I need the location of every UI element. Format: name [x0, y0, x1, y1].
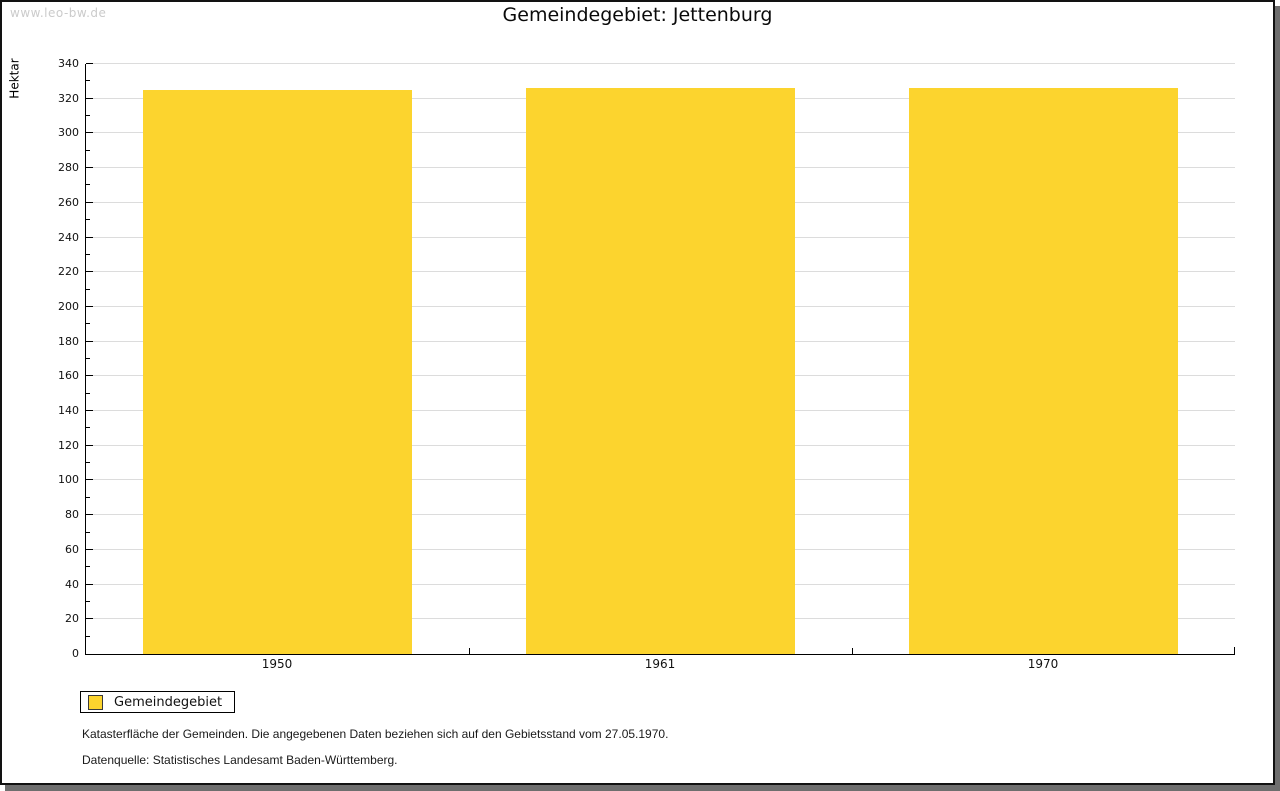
y-minor-tick: [86, 427, 90, 429]
y-major-tick: [86, 63, 93, 64]
note-gebietsstand: Katasterfläche der Gemeinden. Die angege…: [82, 727, 669, 741]
y-tick-label: 220: [58, 265, 79, 279]
y-tick-label: 120: [58, 438, 79, 452]
y-major-tick: [86, 375, 93, 377]
x-category-label: 1970: [1027, 657, 1059, 671]
y-major-tick: [86, 201, 93, 203]
note-datenquelle: Datenquelle: Statistisches Landesamt Bad…: [82, 753, 398, 767]
y-tick-label: 100: [58, 473, 79, 487]
y-minor-tick: [86, 184, 90, 186]
y-minor-tick: [86, 253, 90, 255]
legend: Gemeindegebiet: [80, 691, 236, 713]
plot-area: [85, 63, 1235, 655]
y-major-tick: [86, 444, 93, 446]
chart-title: Gemeindegebiet: Jettenburg: [502, 4, 773, 26]
y-tick-label: 320: [58, 91, 79, 105]
y-major-tick: [86, 583, 93, 585]
y-tick-label: 180: [58, 334, 79, 348]
y-tick-label: 0: [72, 647, 79, 660]
y-tick-label: 340: [58, 57, 79, 70]
y-major-tick: [86, 132, 93, 134]
y-minor-tick: [86, 288, 90, 290]
gridline: [86, 63, 1235, 64]
x-axis-end-tick: [1234, 647, 1235, 654]
x-boundary-tick: [852, 648, 853, 654]
y-major-tick: [86, 340, 93, 342]
legend-swatch: [88, 694, 103, 710]
y-major-tick: [86, 167, 93, 169]
y-minor-tick: [86, 392, 90, 394]
y-minor-tick: [86, 462, 90, 464]
y-tick-label: 240: [58, 230, 79, 244]
bar-1961: [526, 88, 795, 654]
y-minor-tick: [86, 531, 90, 533]
y-minor-tick: [86, 635, 90, 637]
y-minor-tick: [86, 496, 90, 498]
y-tick-label: 20: [65, 612, 79, 626]
y-minor-tick: [86, 115, 90, 117]
y-tick-label: 300: [58, 126, 79, 140]
y-minor-tick: [86, 566, 90, 568]
y-major-tick: [86, 236, 93, 238]
bar-1970: [909, 88, 1178, 654]
y-minor-tick: [86, 600, 90, 602]
x-category-label: 1961: [644, 657, 676, 671]
y-major-tick: [86, 479, 93, 481]
y-tick-label: 60: [65, 542, 79, 556]
y-minor-tick: [86, 80, 90, 82]
y-tick-label: 200: [58, 299, 79, 313]
legend-label: Gemeindegebiet: [114, 694, 223, 710]
y-major-tick: [86, 618, 93, 620]
y-major-tick: [86, 548, 93, 550]
y-major-tick: [86, 97, 93, 99]
y-major-tick: [86, 271, 93, 273]
y-minor-tick: [86, 219, 90, 221]
y-tick-label: 80: [65, 508, 79, 522]
y-major-tick: [86, 305, 93, 307]
y-minor-tick: [86, 358, 90, 359]
y-tick-label: 140: [58, 404, 79, 418]
y-major-tick: [86, 410, 93, 412]
y-minor-tick: [86, 323, 90, 325]
bar-1950: [143, 90, 412, 654]
watermark: www.leo-bw.de: [10, 6, 107, 20]
x-category-label: 1950: [261, 657, 293, 671]
x-boundary-tick: [469, 648, 470, 654]
y-tick-label: 280: [58, 161, 79, 175]
y-tick-label: 260: [58, 195, 79, 209]
y-axis-label: Hektar: [7, 58, 22, 99]
y-major-tick: [86, 514, 93, 516]
y-minor-tick: [86, 149, 90, 151]
y-tick-label: 40: [65, 577, 79, 591]
y-tick-label: 160: [58, 369, 79, 383]
